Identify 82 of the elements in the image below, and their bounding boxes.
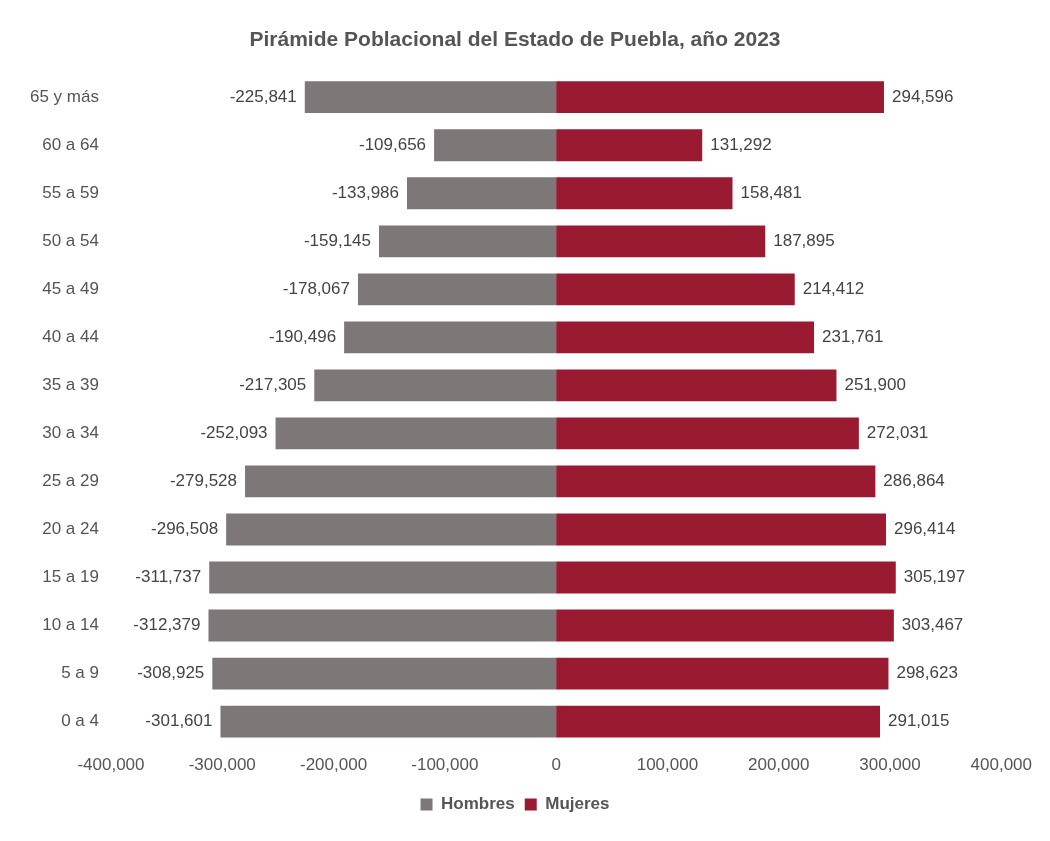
- data-label: 158,481: [740, 182, 802, 202]
- data-label: -217,305: [239, 375, 307, 395]
- x-tick-label: -100,000: [411, 755, 479, 775]
- bar: [556, 129, 703, 162]
- data-label: 251,900: [844, 375, 906, 395]
- data-label: -311,737: [135, 567, 202, 587]
- bar: [208, 609, 557, 642]
- data-label: -312,379: [133, 615, 201, 635]
- legend-label: Mujeres: [545, 794, 610, 814]
- x-tick-label: 100,000: [636, 755, 699, 775]
- y-tick-label: 20 a 24: [42, 519, 99, 539]
- y-tick-label: 30 a 34: [42, 423, 99, 443]
- data-label: 231,761: [822, 327, 884, 347]
- bar: [226, 513, 557, 546]
- data-label: -301,601: [145, 711, 213, 731]
- bar: [556, 561, 896, 594]
- bar: [556, 81, 884, 114]
- data-label: -225,841: [229, 86, 297, 106]
- bar: [314, 369, 557, 402]
- data-label: -109,656: [358, 134, 427, 154]
- y-tick-label: 35 a 39: [42, 375, 99, 395]
- data-label: 187,895: [773, 230, 835, 250]
- data-label: 291,015: [887, 711, 950, 731]
- bar: [556, 465, 876, 498]
- data-label: -296,508: [151, 519, 219, 539]
- data-label: -178,067: [282, 279, 350, 299]
- bar: [209, 561, 557, 594]
- bar: [556, 225, 766, 258]
- x-tick-label: -400,000: [77, 755, 145, 775]
- data-label: -308,925: [137, 663, 205, 683]
- y-tick-label: 10 a 14: [42, 615, 99, 635]
- data-label: 294,596: [891, 86, 954, 106]
- data-label: 298,623: [896, 663, 958, 683]
- data-label: 303,467: [901, 615, 964, 635]
- x-tick-label: 400,000: [970, 755, 1032, 775]
- bar: [344, 321, 557, 354]
- y-tick-label: 50 a 54: [42, 230, 99, 250]
- bar: [220, 705, 557, 738]
- bar: [556, 273, 795, 306]
- x-tick-label: -300,000: [188, 755, 256, 775]
- y-tick-label: 55 a 59: [42, 182, 99, 202]
- bar: [556, 513, 886, 546]
- legend-label: Hombres: [441, 794, 515, 814]
- y-tick-label: 0 a 4: [61, 711, 99, 731]
- bar: [275, 417, 557, 450]
- data-label: -159,145: [303, 230, 372, 250]
- x-tick-label: 300,000: [859, 755, 921, 775]
- y-tick-label: 45 a 49: [42, 279, 99, 299]
- bar: [556, 417, 859, 450]
- data-label: 272,031: [866, 423, 929, 443]
- bar: [245, 465, 557, 498]
- data-label: -252,093: [200, 423, 268, 443]
- y-tick-label: 65 y más: [29, 86, 99, 106]
- x-tick-label: 200,000: [747, 755, 810, 775]
- y-tick-label: 60 a 64: [42, 134, 99, 154]
- data-label: 214,412: [802, 279, 865, 299]
- data-label: 296,414: [894, 519, 956, 539]
- data-label: 131,292: [710, 134, 772, 154]
- bar: [379, 225, 557, 258]
- y-tick-label: 25 a 29: [42, 471, 99, 491]
- bar: [212, 657, 557, 690]
- x-tick-label: -200,000: [299, 755, 368, 775]
- y-tick-label: 40 a 44: [42, 327, 99, 347]
- bar: [556, 657, 889, 690]
- data-label: 305,197: [903, 567, 966, 587]
- data-label: -133,986: [331, 182, 400, 202]
- x-tick-label: 0: [551, 755, 561, 775]
- bar: [434, 129, 557, 162]
- bar: [556, 369, 837, 402]
- bar: [556, 609, 894, 642]
- bar: [357, 273, 557, 306]
- chart-title: Pirámide Poblacional del Estado de Puebla, año 2023: [249, 27, 781, 51]
- bar: [304, 81, 557, 114]
- data-label: -279,528: [169, 471, 238, 491]
- bar: [556, 705, 880, 738]
- bar: [407, 177, 557, 210]
- bar: [556, 321, 815, 354]
- y-tick-label: 5 a 9: [61, 663, 99, 683]
- data-label: -190,496: [269, 327, 337, 347]
- data-label: 286,864: [883, 471, 945, 491]
- bar: [556, 177, 733, 210]
- y-tick-label: 15 a 19: [42, 567, 99, 587]
